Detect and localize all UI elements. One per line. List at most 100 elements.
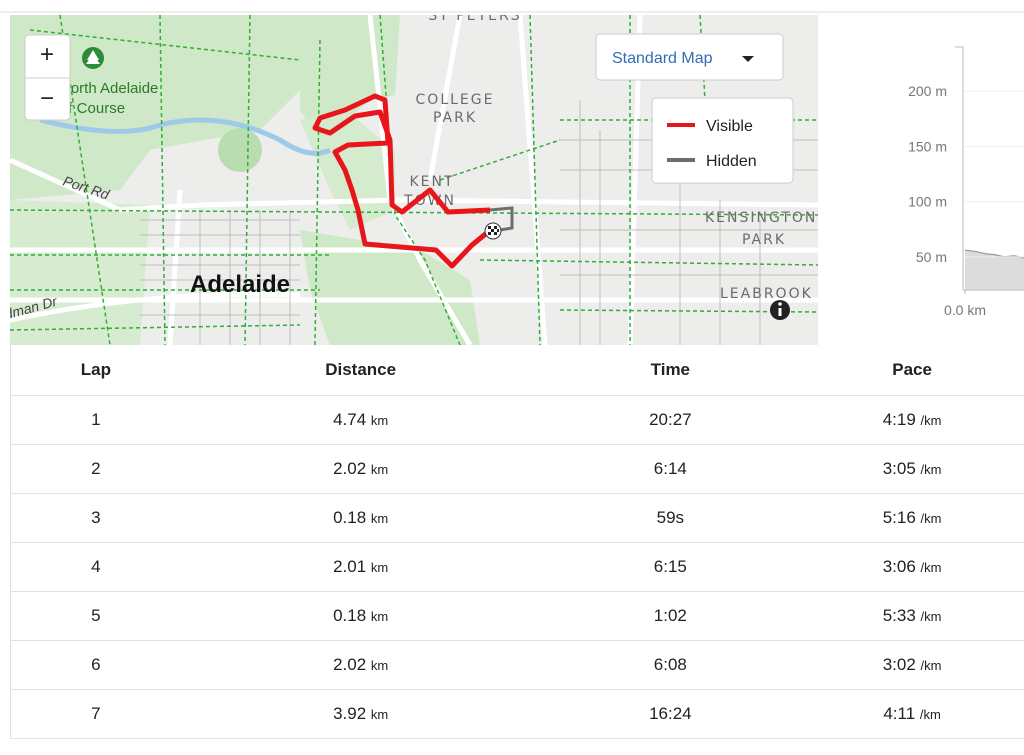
lap-distance: 0.18 km — [180, 493, 541, 543]
route-visible — [312, 93, 491, 269]
y-tick-label: 200 m — [908, 83, 947, 99]
lap-number: 2 — [10, 444, 181, 494]
map-label: PARK — [742, 232, 786, 248]
map-type-label[interactable]: Standard Map — [612, 50, 713, 67]
map-type-button[interactable]: Standard Map — [595, 33, 784, 81]
elevation-line — [964, 249, 1024, 259]
lap-row: 1 4.74 km 20:27 4:19 /km — [10, 395, 1024, 445]
elevation-chart: 50 m 100 m 150 m 200 m 0.0 km — [908, 46, 1024, 318]
legend-label: Visible — [706, 118, 753, 135]
lap-row: 7 3.92 km 16:24 4:11 /km — [10, 689, 1024, 739]
pace-value: 5:16 — [882, 508, 916, 527]
pace-value: 5:33 — [882, 606, 916, 625]
route-hidden — [489, 206, 514, 232]
lap-pace: 3:05 /km — [800, 444, 1024, 494]
distance-value: 3.92 — [333, 704, 367, 723]
map-label: PARK — [433, 110, 477, 126]
column-header: Time — [650, 360, 691, 379]
distance-value: 2.01 — [333, 557, 367, 576]
caret — [742, 56, 754, 62]
table-body: 1 4.74 km 20:27 4:19 /km 2 2.02 km 6:14 3:05 /k… — [10, 395, 1024, 739]
lap-number: 3 — [10, 493, 181, 543]
lap-distance: 2.02 km — [180, 444, 541, 494]
lap-number: 1 — [10, 395, 181, 445]
distance-unit: km — [370, 658, 389, 673]
pace-unit: /km — [920, 413, 942, 428]
lap-pace: 5:16 /km — [800, 493, 1024, 543]
pace-unit: /km — [920, 511, 942, 526]
lap-time: 59s — [540, 493, 801, 543]
distance-value: 2.02 — [333, 655, 367, 674]
lap-time: 6:08 — [540, 640, 801, 690]
distance-unit: km — [370, 560, 389, 575]
lap-distance: 2.01 km — [180, 542, 541, 592]
pace-unit: /km — [919, 707, 941, 722]
map-label: LEABROOK — [720, 286, 813, 302]
lap-time: 6:15 — [540, 542, 801, 592]
map-and-elevation: ST PETERS North Adelaide Golf Course COL… — [0, 8, 1024, 345]
lap-pace: 4:19 /km — [800, 395, 1024, 445]
distance-unit: km — [370, 462, 389, 477]
distance-value: 2.02 — [333, 459, 367, 478]
column-header: Distance — [325, 360, 397, 379]
distance-value: 4.74 — [333, 410, 367, 429]
lap-distance: 3.92 km — [180, 689, 541, 739]
distance-unit: km — [370, 413, 389, 428]
header-row: Lap Distance Time Pace — [11, 345, 1024, 396]
lap-number: 5 — [10, 591, 181, 641]
zoom-in[interactable]: + — [40, 41, 54, 68]
map-label: North Adelaide — [60, 80, 158, 97]
pace-value: 4:11 — [883, 704, 916, 723]
map-label: ST PETERS — [428, 8, 521, 24]
pace-unit: /km — [920, 658, 942, 673]
lap-pace: 5:33 /km — [800, 591, 1024, 641]
lap-number: 4 — [10, 542, 181, 592]
lap-time: 6:14 — [540, 444, 801, 494]
lap-time: 20:27 — [540, 395, 801, 445]
pace-unit: /km — [920, 560, 942, 575]
distance-value: 0.18 — [333, 606, 367, 625]
button-bg[interactable] — [595, 33, 784, 81]
map-label: KENSINGTON — [705, 210, 817, 226]
y-tick-label: 100 m — [908, 194, 947, 210]
column-header: Pace — [892, 360, 932, 379]
distance-value: 0.18 — [333, 508, 367, 527]
zoom-out[interactable]: − — [40, 85, 54, 112]
column-header: Lap — [80, 360, 112, 379]
map-label: Adelaide — [190, 271, 290, 298]
park — [218, 128, 262, 172]
pace-value: 3:05 — [882, 459, 916, 478]
river — [39, 117, 332, 156]
lap-pace: 3:06 /km — [800, 542, 1024, 592]
lap-distance: 4.74 km — [180, 395, 541, 445]
lap-row: 6 2.02 km 6:08 3:02 /km — [10, 640, 1024, 690]
lap-time: 1:02 — [540, 591, 801, 641]
finish-flag — [484, 222, 502, 240]
zoom-control: + − — [24, 34, 71, 121]
pace-unit: /km — [920, 462, 942, 477]
lap-distance: 0.18 km — [180, 591, 541, 641]
laps-table: Lap Distance Time Pace 1 4.74 km 20:27 4:19 /k… — [10, 345, 1024, 739]
y-tick-label: 150 m — [908, 138, 947, 154]
map-label: KENT — [409, 174, 454, 190]
lap-row: 3 0.18 km 59s 5:16 /km — [10, 493, 1024, 543]
y-tick-label: 50 m — [916, 249, 947, 265]
pace-value: 4:19 — [882, 410, 916, 429]
elevation-area — [965, 250, 1024, 290]
lap-number: 6 — [10, 640, 181, 690]
lap-pace: 4:11 /km — [800, 689, 1024, 739]
park — [10, 200, 150, 345]
pace-value: 3:06 — [882, 557, 916, 576]
map-label: COLLEGE — [416, 92, 495, 108]
table-head: Lap Distance Time Pace — [11, 345, 1024, 396]
lap-row: 5 0.18 km 1:02 5:33 /km — [10, 591, 1024, 641]
pace-unit: /km — [920, 609, 942, 624]
info-icon-glyph — [778, 302, 782, 306]
lap-pace: 3:02 /km — [800, 640, 1024, 690]
distance-unit: km — [370, 609, 389, 624]
park — [300, 230, 480, 345]
distance-unit: km — [370, 511, 389, 526]
legend-label: Hidden — [706, 153, 757, 170]
